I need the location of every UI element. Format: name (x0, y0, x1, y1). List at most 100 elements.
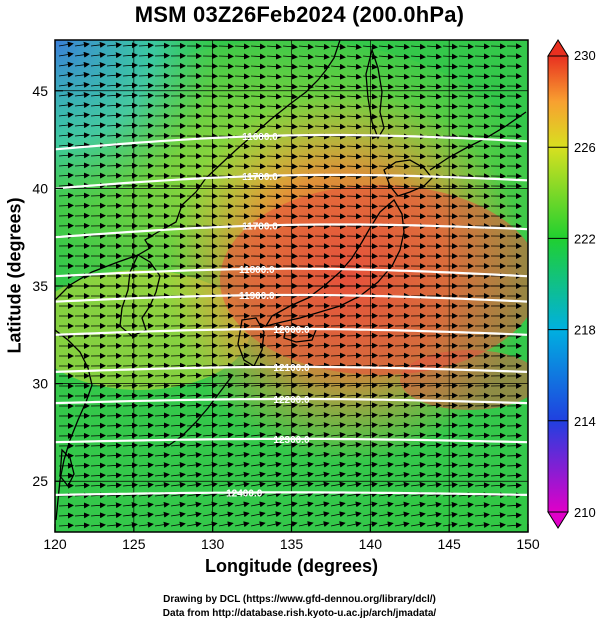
wind-arrow (298, 123, 314, 130)
wind-arrow (314, 63, 330, 70)
wind-arrow (330, 173, 346, 180)
wind-arrow (202, 382, 218, 389)
wind-arrow (362, 491, 378, 498)
wind-arrow (154, 402, 170, 409)
wind-arrow (74, 112, 90, 119)
contour-label: 11700.0 (242, 172, 278, 183)
wind-arrow (442, 153, 458, 160)
wind-arrow (330, 392, 346, 399)
wind-arrow (346, 342, 362, 349)
wind-arrow (186, 521, 202, 528)
wind-arrow (346, 103, 362, 110)
wind-arrow (266, 183, 282, 190)
wind-arrow (90, 442, 106, 449)
wind-arrow (250, 382, 266, 389)
wind-arrow (298, 103, 314, 110)
wind-arrow (282, 342, 298, 349)
wind-arrow (442, 53, 458, 60)
wind-arrow (266, 53, 282, 60)
wind-arrow (266, 422, 282, 429)
wind-arrow (250, 73, 266, 80)
wind-arrow (170, 481, 186, 488)
wind-arrow (282, 451, 298, 458)
wind-arrow (170, 501, 186, 508)
wind-arrow (346, 471, 362, 478)
wind-arrow (474, 93, 490, 100)
wind-arrow (426, 382, 442, 389)
wind-arrow (410, 452, 426, 459)
wind-arrow (330, 43, 346, 50)
wind-arrow (170, 442, 186, 449)
wind-arrow (346, 53, 362, 60)
wind-arrow (138, 462, 154, 469)
contour-label: 11900.0 (239, 291, 275, 302)
wind-arrow (170, 462, 186, 468)
wind-arrow (282, 113, 298, 120)
wind-arrow (410, 392, 426, 399)
contour-label: 12300.0 (273, 435, 310, 446)
wind-arrow (378, 521, 394, 528)
wind-arrow (394, 422, 410, 429)
wind-arrow (218, 471, 234, 478)
wind-arrow (282, 153, 298, 160)
wind-arrow (314, 431, 330, 438)
wind-arrow (58, 51, 74, 58)
wind-arrow (298, 481, 314, 488)
credit-drawing: Drawing by DCL (https://www.gfd-dennou.o… (163, 594, 436, 605)
coastline-kurils (429, 111, 527, 171)
wind-arrow (410, 521, 426, 528)
wind-arrow (378, 163, 394, 170)
wind-arrow (458, 452, 474, 459)
wind-arrow (378, 103, 394, 110)
wind-arrow (186, 392, 202, 399)
wind-arrow (474, 502, 490, 509)
wind-arrow (426, 501, 442, 508)
colorbar-bottom-arrow (547, 511, 569, 529)
wind-arrow (410, 163, 426, 170)
wind-arrow (442, 452, 458, 459)
wind-arrow (74, 522, 90, 529)
wind-arrow (218, 451, 234, 458)
wind-arrow (314, 461, 330, 468)
colorbar: 210 214 218 222 226 230 (547, 39, 596, 529)
wind-arrow (74, 162, 90, 169)
wind-arrow (58, 61, 74, 68)
wind-arrow (458, 412, 474, 419)
wind-arrow (314, 93, 330, 100)
wind-arrow (266, 103, 282, 110)
wind-arrow (74, 41, 90, 48)
wind-arrow (298, 93, 314, 100)
wind-arrow (250, 521, 266, 528)
wind-arrow (410, 83, 426, 90)
wind-arrow (314, 53, 330, 60)
wind-arrow (458, 432, 474, 439)
wind-arrow (90, 482, 106, 489)
wind-arrow (122, 42, 138, 49)
wind-arrow (250, 113, 266, 120)
wind-arrow (458, 93, 474, 100)
wind-arrow (346, 153, 362, 160)
wind-arrow (458, 103, 474, 110)
wind-arrow (394, 372, 410, 379)
wind-arrow (378, 392, 394, 399)
wind-arrow (106, 82, 122, 89)
wind-arrow (202, 432, 218, 439)
wind-arrow (298, 73, 314, 80)
wind-arrow (250, 501, 266, 508)
wind-arrow (298, 402, 314, 409)
wind-arrow (330, 143, 346, 150)
wind-arrow (362, 501, 378, 508)
colorbar-tick-label: 214 (574, 414, 596, 429)
wind-arrow (378, 491, 394, 498)
wind-arrow (314, 83, 330, 90)
wind-arrow (474, 63, 490, 70)
wind-arrow (234, 412, 250, 419)
wind-arrow (298, 501, 314, 508)
wind-arrow (314, 43, 330, 50)
wind-arrow (58, 122, 74, 129)
wind-arrow (346, 432, 362, 438)
wind-arrow (410, 372, 426, 379)
colorbar-tick-label: 210 (574, 505, 596, 520)
wind-arrow (202, 362, 218, 369)
x-tick-label: 150 (516, 536, 540, 552)
